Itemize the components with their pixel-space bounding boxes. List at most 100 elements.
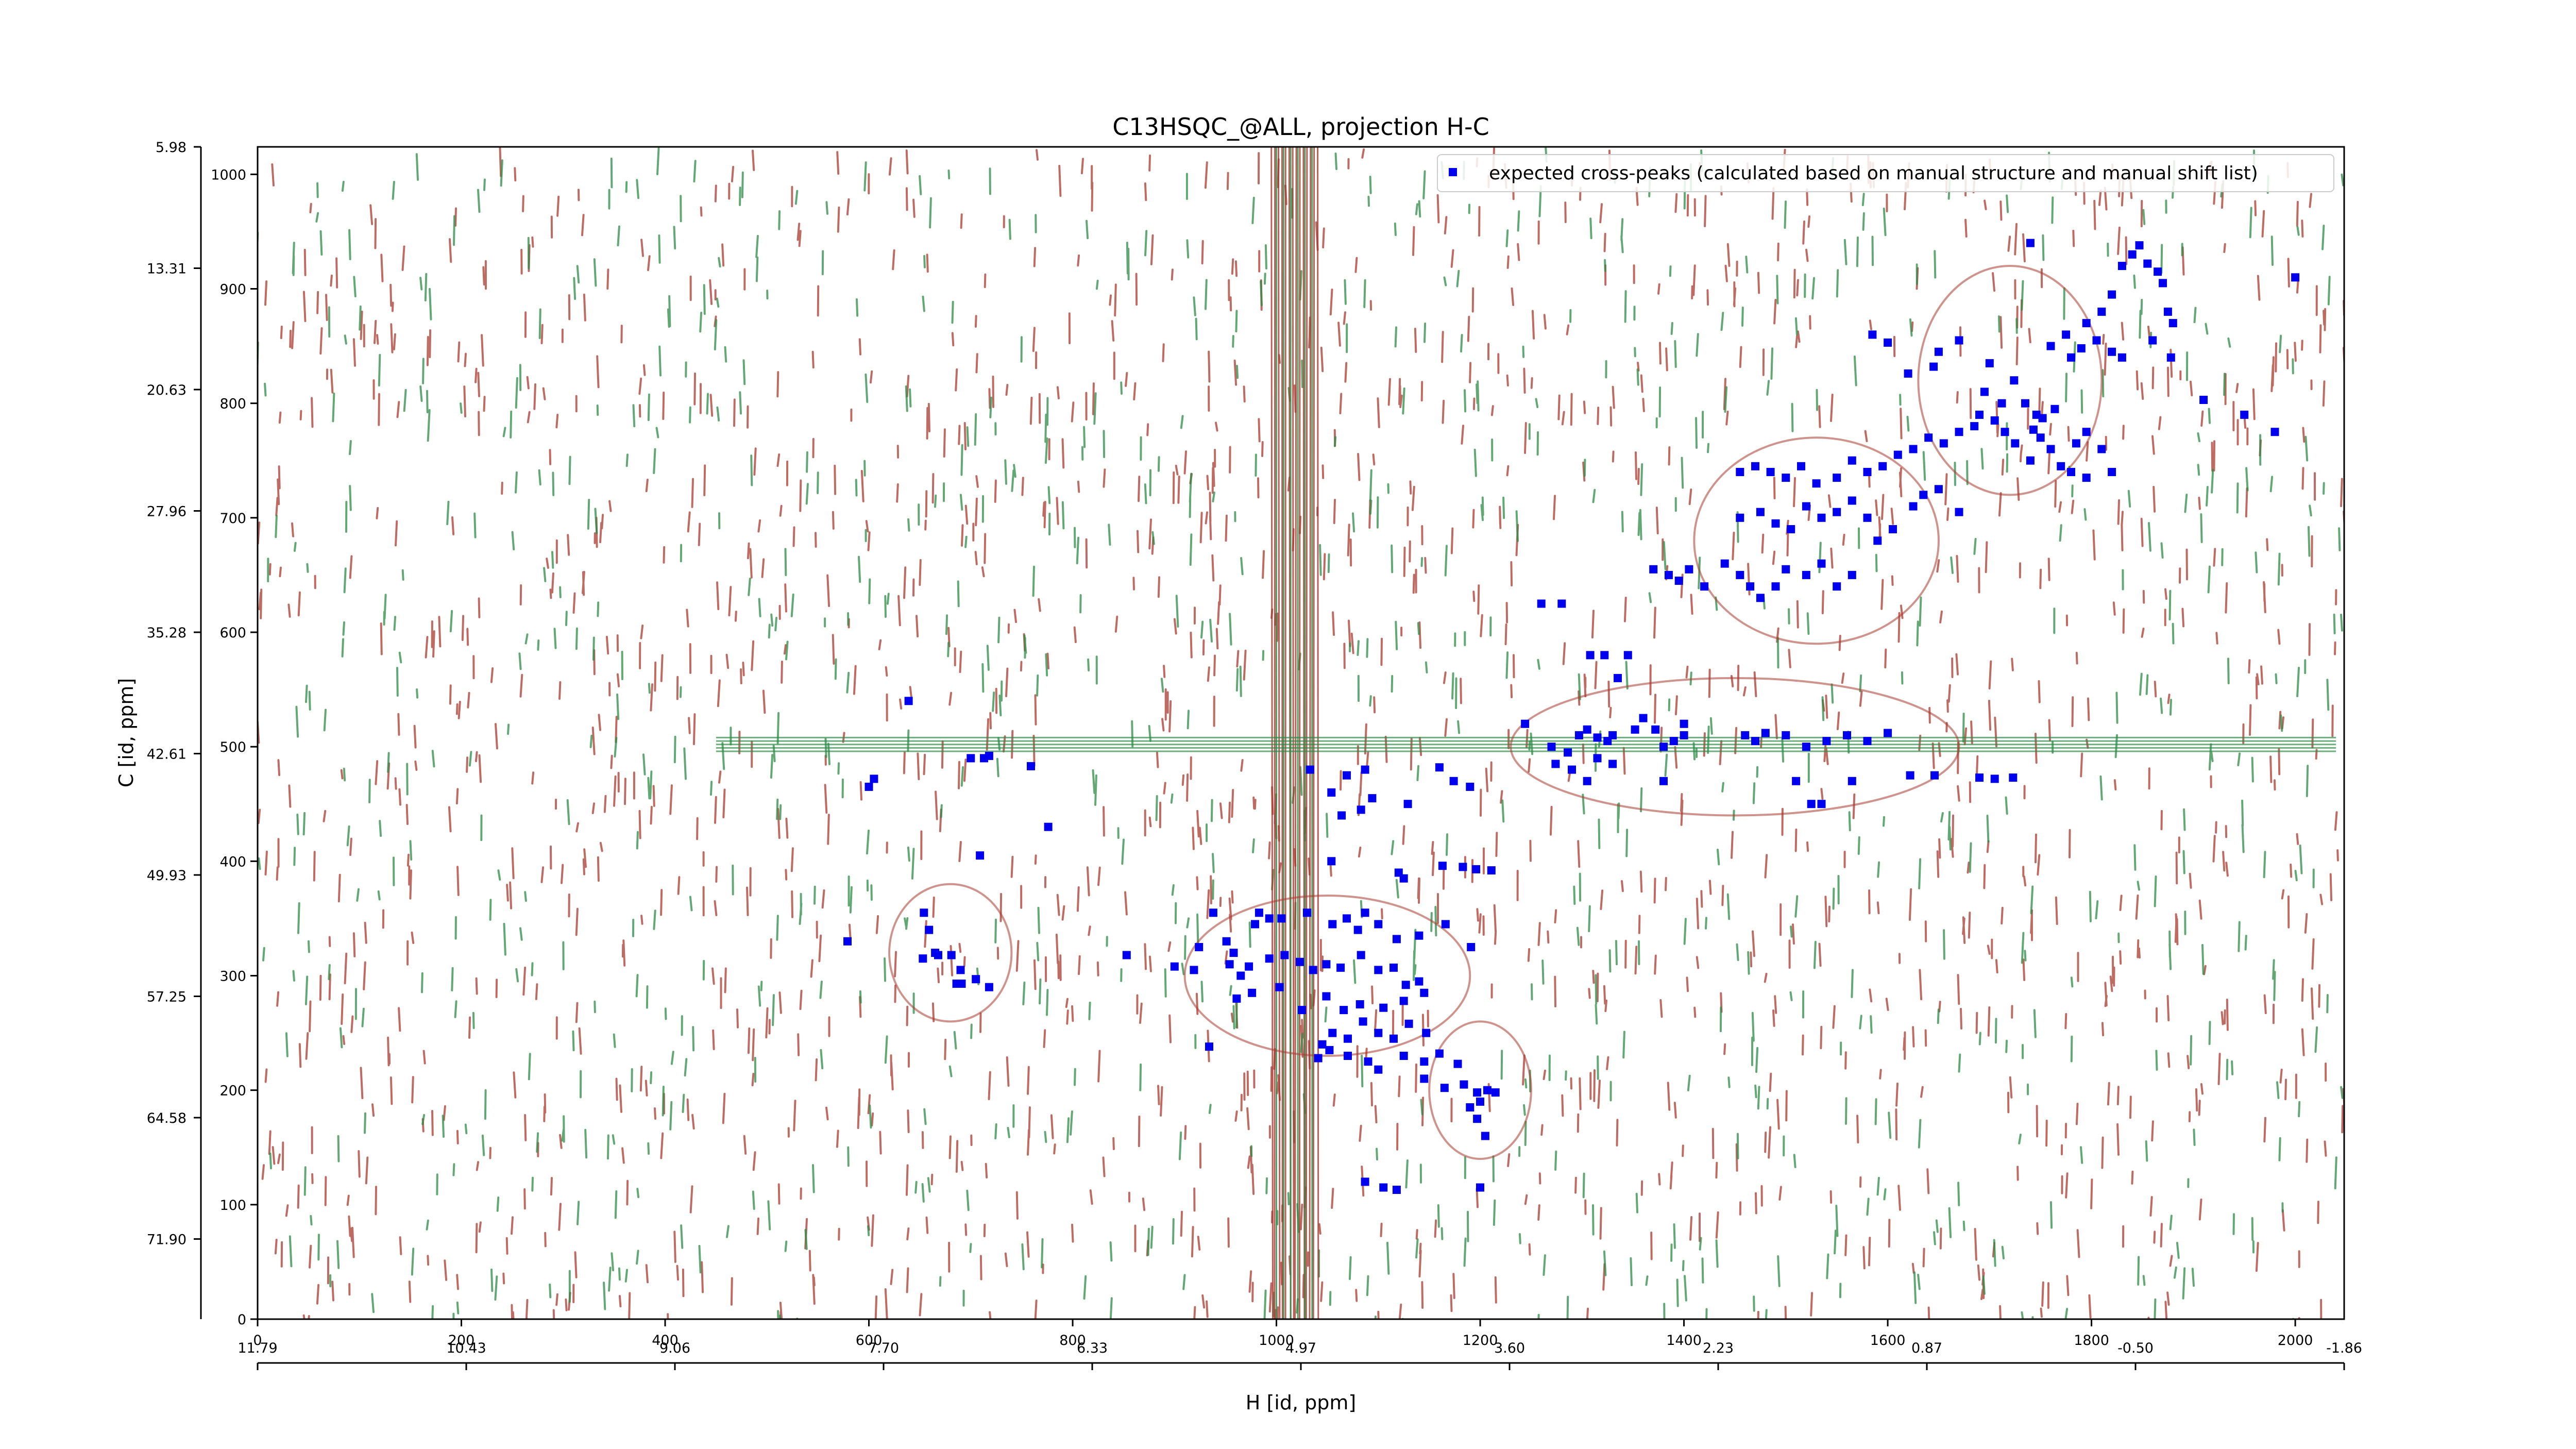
- x-tick-label: 1600: [1870, 1333, 1906, 1349]
- x-tick-label: 1800: [2074, 1333, 2109, 1349]
- cross-peak: [2026, 239, 2035, 247]
- y-ppm-tick-label: 49.93: [147, 868, 187, 884]
- cross-peak: [1449, 777, 1458, 785]
- cross-peak: [1361, 765, 1369, 774]
- cross-peak: [2026, 456, 2035, 465]
- cross-peak: [1225, 960, 1234, 969]
- cross-peak: [1736, 468, 1744, 476]
- cross-peak: [1344, 1052, 1352, 1060]
- y-tick-label: 1000: [211, 167, 246, 183]
- cross-peak: [1232, 994, 1241, 1003]
- contour-peak-region: [1428, 1020, 1532, 1160]
- cross-peak: [2062, 330, 2071, 339]
- cross-peak: [1248, 988, 1257, 997]
- cross-peak: [1195, 943, 1204, 951]
- cross-peak: [1889, 525, 1897, 533]
- cross-peak: [1720, 559, 1729, 568]
- cross-peak: [1453, 1059, 1462, 1068]
- cross-peak: [1336, 963, 1345, 972]
- cross-peak: [1389, 1034, 1398, 1043]
- y-tick-label: 800: [219, 396, 246, 412]
- contour-peak-region: [1693, 436, 1940, 645]
- cross-peak: [1209, 908, 1217, 917]
- x-ppm-tick-label: -1.86: [2326, 1340, 2362, 1356]
- cross-peak: [1659, 743, 1668, 751]
- cross-peak: [1919, 491, 1928, 499]
- cross-peak: [1863, 468, 1872, 476]
- cross-peak: [1817, 513, 1826, 522]
- cross-peak: [919, 954, 927, 963]
- cross-peak: [1389, 963, 1398, 972]
- cross-peak: [1245, 962, 1253, 971]
- cross-peak: [1314, 1054, 1323, 1063]
- cross-peak: [934, 951, 942, 959]
- legend: expected cross-peaks (calculated based o…: [1437, 154, 2334, 192]
- cross-peak: [1343, 771, 1351, 780]
- cross-peak: [1980, 387, 1989, 396]
- cross-peak: [985, 983, 993, 991]
- cross-peak: [2159, 279, 2167, 288]
- cross-peak: [2077, 344, 2086, 352]
- cross-peak: [1491, 1088, 1500, 1097]
- x-tick-label: 1000: [1259, 1333, 1294, 1349]
- contour-noise-negative: [258, 147, 2344, 1319]
- y-ppm-tick-label: 57.25: [147, 989, 187, 1005]
- cross-peak: [1700, 582, 1709, 591]
- cross-peak: [1255, 908, 1263, 917]
- cross-peak: [1608, 760, 1617, 768]
- cross-peak: [1802, 570, 1810, 579]
- plot-area: [258, 147, 2344, 1319]
- x-tick-label: 200: [448, 1333, 475, 1349]
- cross-peak: [972, 975, 980, 984]
- cross-peak: [1975, 410, 1984, 419]
- cross-peak: [1521, 719, 1530, 728]
- y-ppm-tick-label: 71.90: [147, 1232, 187, 1248]
- cross-peak: [1600, 651, 1609, 660]
- cross-peak: [1906, 771, 1914, 780]
- cross-peak: [1403, 800, 1412, 808]
- cross-peak: [1955, 508, 1963, 516]
- cross-peak: [1205, 1042, 1213, 1051]
- cross-peak: [1884, 729, 1892, 737]
- cross-peak: [1265, 914, 1274, 923]
- cross-peak: [1614, 673, 1622, 682]
- cross-peak: [1298, 1006, 1306, 1015]
- x-ppm-tick-label: 0.87: [1911, 1340, 1942, 1356]
- cross-peak: [1868, 330, 1877, 339]
- cross-peak: [1929, 362, 1938, 371]
- cross-peak: [1766, 468, 1775, 476]
- cross-peak: [1848, 777, 1856, 785]
- cross-peak: [1741, 731, 1750, 739]
- cross-peak: [1893, 450, 1902, 459]
- cross-peak: [2009, 773, 2018, 782]
- cross-peak: [1863, 513, 1872, 522]
- cross-peak: [1833, 508, 1841, 516]
- cross-peak: [1309, 966, 1317, 974]
- cross-peak: [2128, 250, 2137, 259]
- cross-peak: [904, 697, 913, 705]
- x-axis-label: H [id, ppm]: [1246, 1391, 1356, 1414]
- cross-peak: [1481, 1132, 1489, 1140]
- cross-peak: [1190, 966, 1198, 974]
- x-tick-label: 800: [1059, 1333, 1086, 1349]
- cross-peak: [1593, 733, 1602, 742]
- cross-peak: [1746, 582, 1755, 591]
- cross-peak: [1564, 748, 1572, 757]
- cross-peak: [1401, 981, 1410, 989]
- cross-peak: [1399, 1052, 1408, 1060]
- cross-peak: [1364, 1057, 1372, 1066]
- cross-peak: [2097, 307, 2106, 316]
- cross-peak: [2148, 336, 2157, 345]
- cross-peak: [1379, 1183, 1388, 1192]
- cross-peak: [1374, 920, 1383, 929]
- cross-peak: [1623, 651, 1632, 660]
- cross-peak: [2117, 262, 2126, 271]
- cross-peak: [1440, 1084, 1449, 1092]
- x-ppm-tick-label: 10.43: [446, 1340, 486, 1356]
- contour-peak-region: [1510, 677, 1960, 817]
- y-tick-label: 100: [219, 1198, 246, 1214]
- x-tick-label: 0: [253, 1333, 262, 1349]
- cross-peak: [1659, 777, 1668, 785]
- cross-peak: [1420, 988, 1429, 997]
